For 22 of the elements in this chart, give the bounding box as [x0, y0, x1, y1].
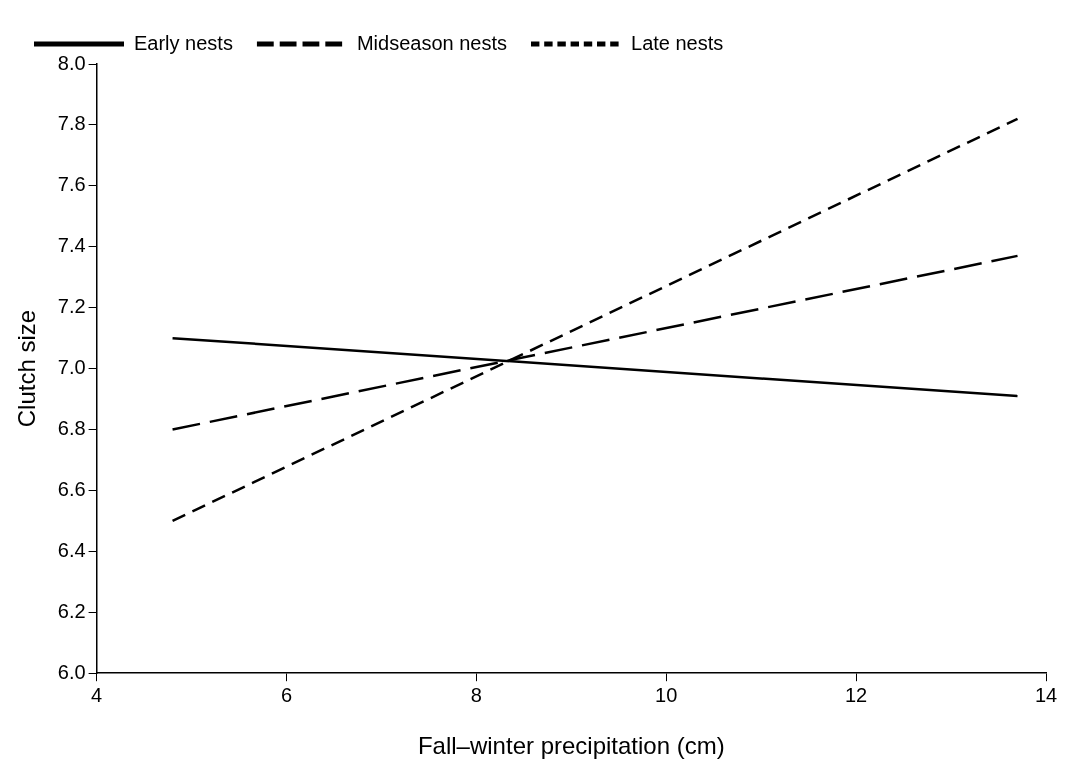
x-tick-label: 14 — [1034, 683, 1058, 706]
x-tick-label: 4 — [91, 683, 103, 706]
y-tick-label: 7.6 — [57, 173, 86, 196]
y-tick-label: 7.4 — [57, 234, 86, 257]
legend-label: Midseason nests — [356, 31, 507, 54]
y-tick-label: 7.0 — [57, 356, 86, 379]
y-tick-label: 7.2 — [57, 295, 86, 318]
legend-label: Late nests — [631, 31, 724, 54]
y-tick-label: 6.6 — [57, 477, 86, 500]
y-tick-label: 6.0 — [57, 660, 86, 683]
y-tick-label: 8.0 — [57, 51, 86, 74]
x-tick-label: 12 — [845, 683, 868, 706]
y-tick-label: 6.4 — [57, 538, 86, 561]
x-tick-label: 6 — [280, 683, 293, 706]
legend-label: Early nests — [134, 31, 233, 54]
x-tick-label: 8 — [470, 683, 482, 706]
y-tick-label: 6.8 — [57, 417, 86, 440]
y-tick-label: 7.8 — [57, 112, 86, 135]
y-axis-title: Clutch size — [13, 309, 41, 428]
x-axis-title: Fall–winter precipitation (cm) — [417, 732, 725, 760]
x-tick-label: 10 — [655, 683, 678, 706]
y-tick-label: 6.2 — [57, 599, 86, 622]
